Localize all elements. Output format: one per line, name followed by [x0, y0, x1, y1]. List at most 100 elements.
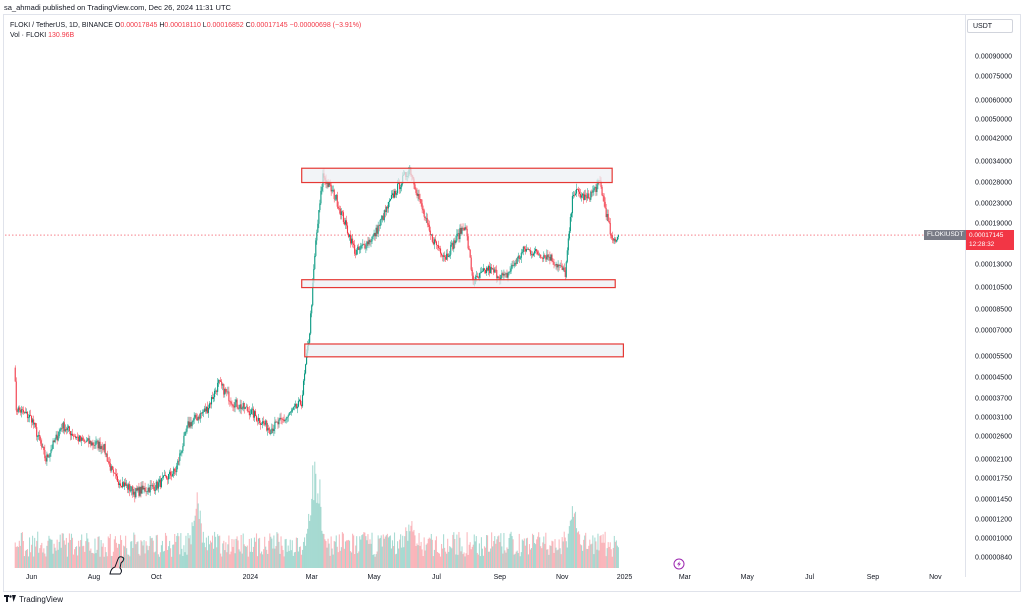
candle-body [42, 447, 44, 448]
candle-body [272, 428, 274, 432]
candle-body [478, 273, 480, 278]
volume-bar [498, 535, 500, 568]
volume-bar [313, 500, 315, 568]
candle-body [261, 423, 263, 425]
candle-body [428, 224, 430, 231]
candle-body [62, 422, 64, 429]
resistance-zone[interactable] [301, 167, 613, 184]
volume-bar [70, 533, 73, 568]
candle-body [60, 428, 62, 430]
volume-bar [263, 549, 265, 568]
candle-body [454, 240, 456, 244]
candle-body [603, 196, 605, 202]
candle-body [87, 438, 89, 441]
volume-bar [125, 535, 127, 568]
volume-bar [489, 551, 491, 568]
volume-bar [307, 528, 309, 568]
price-tick: 0.00028000 [975, 179, 1012, 187]
candle-body [387, 202, 389, 209]
candle-body [301, 394, 304, 407]
volume-bars [14, 461, 619, 568]
tradingview-logo[interactable]: TradingView [4, 595, 63, 604]
volume-bar [565, 541, 567, 568]
candle-body [46, 454, 48, 462]
candle-body [291, 409, 293, 412]
currency-button[interactable]: USDT [967, 19, 1013, 33]
candle-body [519, 257, 521, 259]
volume-bar [49, 538, 51, 568]
candle-body [362, 244, 364, 246]
volume-bar [461, 546, 463, 568]
lightning-icon[interactable] [673, 558, 685, 570]
volume-bar [348, 540, 351, 568]
candle-body [507, 272, 509, 278]
volume-bar [34, 537, 36, 568]
volume-bar [378, 538, 380, 568]
volume-bar [500, 533, 502, 568]
candle-body [95, 441, 97, 446]
volume-bar [266, 549, 268, 568]
candle-body [143, 487, 145, 490]
legend-volume-label[interactable]: Vol · FLOKI [10, 32, 47, 39]
volume-bar [291, 540, 293, 568]
candle-body [512, 264, 514, 266]
volume-bar [51, 539, 53, 568]
candle-body [17, 407, 19, 412]
candle-body [456, 233, 458, 241]
price-tick: 0.00002100 [975, 456, 1012, 464]
price-tick: 0.00042000 [975, 135, 1012, 143]
candle-body [372, 235, 374, 237]
volume-bar [96, 549, 98, 568]
candle-body [363, 244, 365, 245]
candle-body [126, 484, 128, 486]
volume-bar [373, 554, 375, 568]
candle-body [579, 191, 581, 194]
volume-bar [134, 534, 136, 568]
volume-bar [472, 544, 474, 568]
volume-bar [150, 538, 152, 568]
volume-bar [151, 537, 153, 568]
volume-bar [123, 545, 125, 568]
volume-bar [95, 553, 97, 568]
volume-bar [399, 539, 401, 568]
volume-bar [240, 535, 242, 568]
volume-bar [567, 533, 569, 568]
candle-body [204, 408, 206, 412]
candle-body [558, 264, 560, 266]
price-tick: 0.00001450 [975, 496, 1012, 504]
volume-bar [40, 545, 42, 568]
candle-body [451, 242, 453, 245]
candle-body [329, 182, 331, 185]
candle-body [613, 238, 615, 241]
candle-body [471, 269, 473, 276]
volume-bar [149, 536, 151, 568]
candle-body [114, 473, 116, 475]
volume-bar [108, 538, 110, 568]
candle-body [364, 244, 366, 249]
volume-bar [204, 547, 206, 568]
volume-bar [92, 552, 94, 568]
support-zone[interactable] [301, 279, 616, 289]
candle-body [336, 194, 338, 207]
candle-body [270, 433, 272, 434]
volume-bar [488, 551, 490, 568]
volume-bar [358, 551, 360, 568]
volume-bar [80, 540, 82, 568]
volume-bar [514, 553, 516, 568]
candle-body [399, 182, 401, 190]
volume-bar [495, 543, 497, 568]
volume-bar [562, 541, 564, 568]
volume-bar [468, 544, 470, 568]
price-tick: 0.00060000 [975, 97, 1012, 105]
candle-body [133, 491, 135, 495]
candle-body [93, 444, 95, 446]
candle-body [157, 482, 159, 489]
lower-support-zone[interactable] [304, 343, 624, 358]
volume-bar [61, 533, 63, 568]
candle-body [80, 435, 82, 441]
candle-body [483, 268, 486, 270]
legend-symbol[interactable]: FLOKI / TetherUS, 1D, BINANCE [10, 22, 113, 29]
candle-body [365, 247, 367, 249]
zones[interactable] [301, 167, 624, 358]
